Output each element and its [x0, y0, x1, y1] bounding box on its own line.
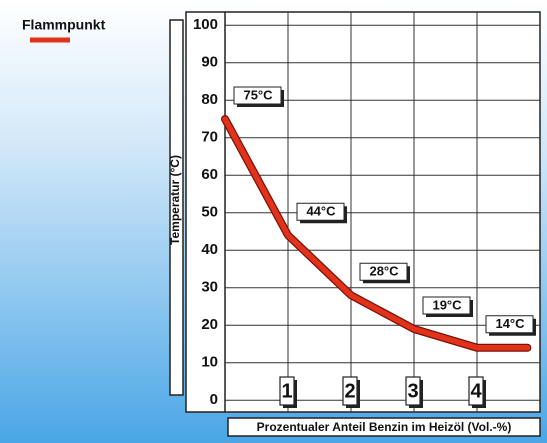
value-label: 19°C [432, 297, 462, 312]
value-label-box [422, 296, 471, 315]
y-tick-label: 60 [201, 166, 218, 183]
y-tick-label: 80 [201, 91, 218, 108]
y-tick-label: 40 [201, 241, 218, 258]
value-label-box [485, 315, 534, 334]
y-tick-label: 70 [201, 129, 218, 146]
y-label-bar [169, 19, 184, 396]
value-label: 28°C [369, 264, 399, 279]
y-tick-label: 30 [201, 279, 218, 296]
value-label: 44°C [306, 204, 336, 219]
value-label: 14°C [495, 316, 525, 331]
y-axis-label: Temperatur (°C) [168, 155, 182, 245]
value-label-box [296, 202, 345, 221]
value-label-box [233, 86, 282, 105]
y-tick-label: 100 [193, 16, 218, 33]
value-label-box [359, 262, 408, 281]
y-tick-label: 20 [201, 316, 218, 333]
x-tick-label: 4 [470, 380, 482, 402]
x-tick-box [405, 376, 421, 406]
x-tick-label: 2 [344, 380, 355, 402]
legend-label: Flammpunkt [22, 17, 106, 33]
x-axis-label: Prozentualer Anteil Benzin im Heizöl (Vo… [257, 420, 512, 434]
y-tick-label: 90 [201, 54, 218, 71]
line [222, 116, 531, 351]
plot-area [185, 11, 541, 413]
x-tick-box [279, 376, 295, 406]
x-tick-box [468, 376, 484, 406]
y-tick-label: 0 [210, 391, 218, 408]
x-label-box [227, 417, 541, 437]
value-label: 75°C [243, 87, 273, 102]
x-tick-label: 3 [407, 380, 418, 402]
y-tick-label: 10 [201, 354, 218, 371]
x-tick-box [342, 376, 358, 406]
y-tick-label: 50 [201, 204, 218, 221]
x-tick-label: 1 [281, 380, 292, 402]
